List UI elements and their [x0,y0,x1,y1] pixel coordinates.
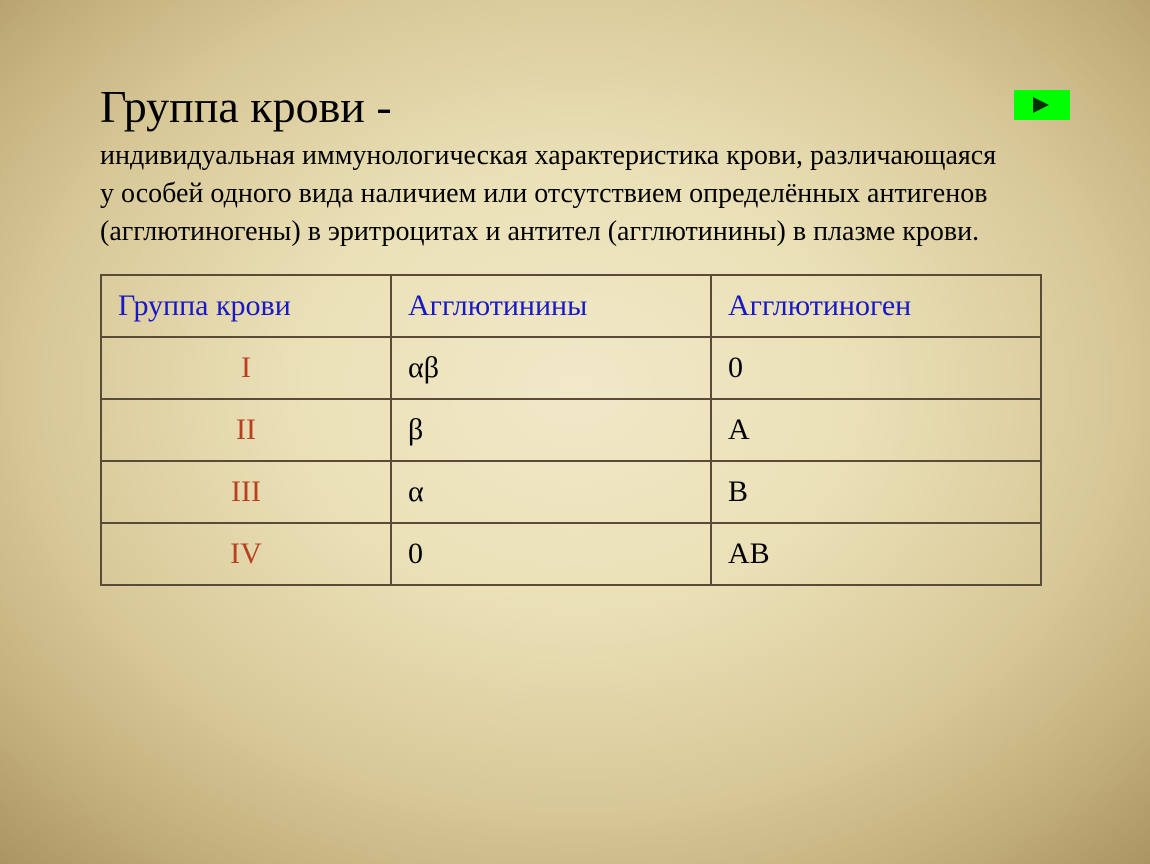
cell-group: I [101,337,391,399]
cell-agglutinin: 0 [391,523,711,585]
cell-agglutinin: β [391,399,711,461]
cell-group: III [101,461,391,523]
cell-agglutinogen: В [711,461,1041,523]
slide-definition: индивидуальная иммунологическая характер… [100,137,1000,250]
table-row: III α В [101,461,1041,523]
cell-agglutinogen: А [711,399,1041,461]
forward-nav-button[interactable] [1014,90,1070,120]
table-header-row: Группа крови Агглютинины Агглютиноген [101,275,1041,337]
slide-title: Группа крови - [100,80,1050,133]
table-row: II β А [101,399,1041,461]
cell-group: II [101,399,391,461]
blood-group-table: Группа крови Агглютинины Агглютиноген I … [100,274,1042,586]
play-forward-icon [1031,95,1053,115]
cell-agglutinin: αβ [391,337,711,399]
table-row: IV 0 АВ [101,523,1041,585]
col-header-agglutinogen: Агглютиноген [711,275,1041,337]
cell-agglutinin: α [391,461,711,523]
col-header-agglutinin: Агглютинины [391,275,711,337]
cell-agglutinogen: 0 [711,337,1041,399]
table-row: I αβ 0 [101,337,1041,399]
cell-group: IV [101,523,391,585]
cell-agglutinogen: АВ [711,523,1041,585]
col-header-group: Группа крови [101,275,391,337]
